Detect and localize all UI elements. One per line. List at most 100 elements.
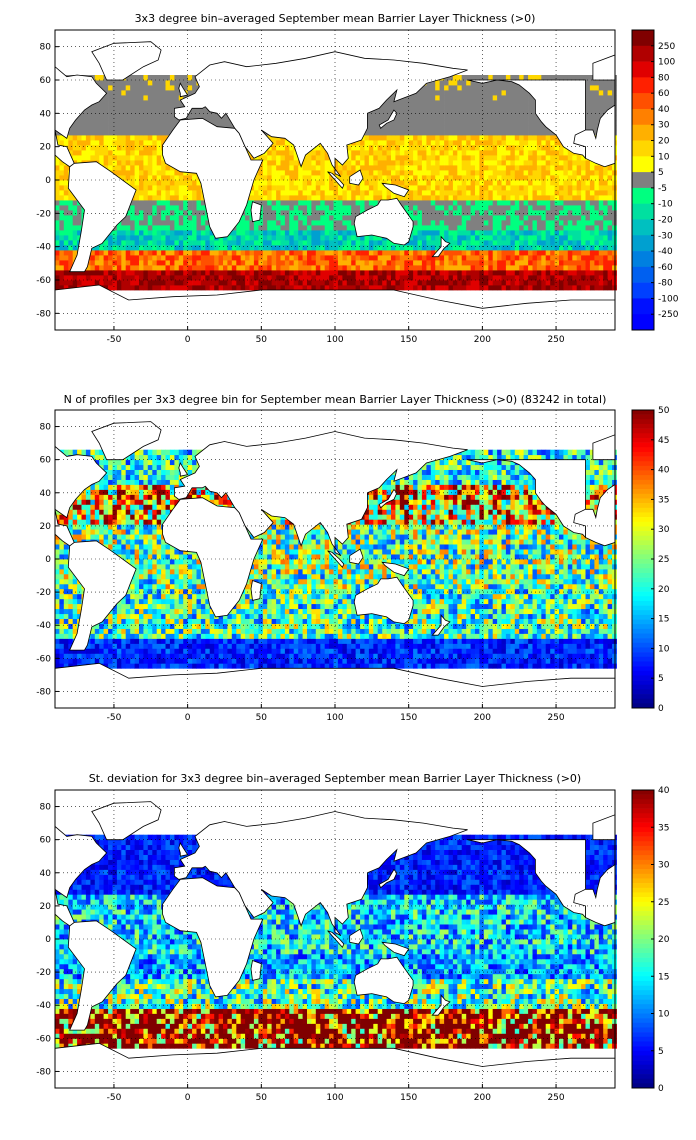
heat-cell: [329, 185, 334, 191]
heat-cell: [68, 230, 74, 236]
heat-cell: [289, 155, 295, 161]
heat-cell: [293, 160, 299, 166]
heat-cell: [457, 195, 463, 201]
heat-cell: [589, 255, 595, 261]
heat-cell: [196, 240, 202, 246]
heat-cell: [63, 230, 69, 236]
heat-cell: [130, 140, 136, 146]
heat-cell: [302, 175, 308, 181]
heat-cell: [510, 225, 516, 231]
heat-cell: [554, 220, 560, 226]
heat-cell: [368, 125, 374, 131]
heat-cell: [258, 200, 264, 206]
heat-cell: [324, 180, 330, 186]
heat-cell: [607, 240, 613, 246]
heat-cell: [289, 170, 295, 176]
heat-cell: [452, 130, 458, 136]
heat-cell: [594, 170, 600, 176]
heat-cell: [311, 220, 317, 226]
heat-cell: [139, 100, 144, 106]
heat-cell: [284, 285, 290, 291]
heat-cell: [169, 115, 175, 121]
heat-cell: [514, 135, 520, 141]
heat-cell: [351, 215, 357, 221]
heat-cell: [267, 165, 273, 171]
heat-cell: [267, 265, 273, 271]
heat-cell: [382, 140, 388, 146]
heat-cell: [492, 195, 498, 201]
heat-cell: [223, 120, 228, 126]
heat-cell: [470, 150, 476, 156]
heat-cell: [475, 140, 480, 146]
heat-cell: [360, 200, 365, 206]
heat-cell: [603, 215, 609, 221]
heat-cell: [404, 275, 410, 281]
heat-cell: [103, 120, 109, 126]
heat-cell: [510, 285, 516, 291]
heat-cell: [373, 240, 379, 246]
heat-cell: [298, 235, 304, 241]
heat-cell: [108, 120, 113, 126]
heat-cell: [603, 240, 609, 246]
heat-cell: [479, 190, 485, 196]
heat-cell: [598, 100, 604, 106]
heat-cell: [324, 225, 330, 231]
heat-cell: [377, 115, 383, 121]
heat-cell: [90, 130, 96, 136]
heat-cell: [320, 285, 326, 291]
heat-cell: [346, 170, 352, 176]
heat-cell: [519, 100, 525, 106]
heat-cell: [536, 165, 542, 171]
heat-cell: [532, 250, 538, 256]
heat-cell: [169, 200, 175, 206]
heat-cell: [594, 270, 600, 276]
heat-cell: [284, 195, 290, 201]
heat-cell: [536, 180, 542, 186]
heat-cell: [607, 175, 613, 181]
heat-cell: [497, 160, 502, 166]
heat-cell: [479, 230, 485, 236]
heat-cell: [466, 280, 472, 286]
heat-cell: [169, 190, 175, 196]
heat-cell: [497, 225, 502, 231]
heat-cell: [147, 125, 153, 131]
heat-cell: [435, 260, 441, 266]
heat-cell: [492, 260, 498, 266]
heat-cell: [307, 180, 312, 186]
heat-cell: [55, 260, 60, 266]
heat-cell: [497, 230, 502, 236]
heat-cell: [470, 110, 476, 116]
heat-cell: [108, 150, 113, 156]
heat-cell: [382, 105, 388, 111]
heat-cell: [125, 260, 131, 266]
heat-cell: [307, 170, 312, 176]
heat-cell: [178, 195, 184, 201]
heat-cell: [276, 205, 281, 211]
heat-cell: [483, 205, 489, 211]
heat-cell: [183, 220, 189, 226]
heat-cell: [368, 190, 374, 196]
heat-cell: [497, 270, 502, 276]
heat-cell: [448, 120, 454, 126]
heat-cell: [346, 215, 352, 221]
heat-cell: [143, 245, 149, 251]
heat-cell: [452, 195, 458, 201]
heat-cell: [223, 245, 228, 251]
heat-cell: [134, 170, 140, 176]
heat-cell: [382, 175, 388, 181]
heat-cell: [528, 205, 533, 211]
heat-cell: [444, 120, 449, 126]
heat-cell: [439, 190, 445, 196]
heat-cell: [333, 200, 339, 206]
heat-cell: [360, 250, 365, 256]
heat-cell: [161, 190, 166, 196]
heat-cell: [249, 285, 255, 291]
heat-cell: [430, 120, 436, 126]
heat-cell: [581, 250, 586, 256]
heat-cell: [505, 115, 511, 121]
heat-cell: [324, 210, 330, 216]
heat-cell: [183, 230, 189, 236]
heat-cell: [457, 205, 463, 211]
heat-cell: [368, 250, 374, 256]
heat-cell: [161, 165, 166, 171]
